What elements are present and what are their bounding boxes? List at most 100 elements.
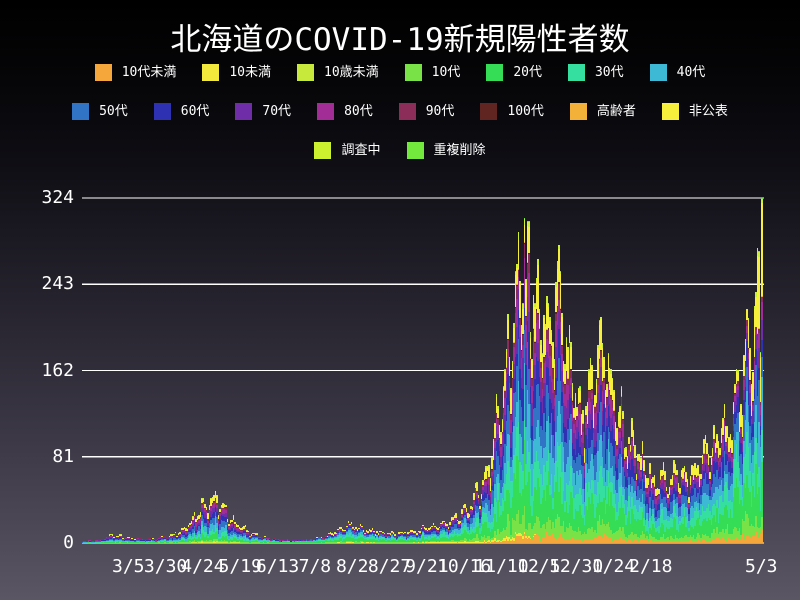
bar-stack: [358, 528, 360, 543]
bar-stack: [594, 395, 596, 543]
legend-item: 60代: [153, 103, 209, 120]
bar-stack: [681, 470, 682, 543]
bar-stack: [582, 410, 584, 543]
bar-stack: [737, 370, 739, 543]
legend-item-label: 10未満: [229, 65, 272, 80]
bar-stack: [331, 533, 333, 543]
bar-stack: [187, 529, 188, 543]
bar-stack: [534, 303, 536, 543]
bar-stack: [290, 541, 291, 543]
bar-stack: [490, 478, 491, 543]
bar-stack: [98, 539, 100, 543]
bar-stack: [670, 479, 672, 543]
bar-stack: [708, 454, 709, 543]
bar-stack: [563, 361, 564, 543]
bar-stack: [512, 361, 513, 543]
bar-stack: [469, 514, 470, 543]
bar-stack: [443, 521, 445, 543]
bar-stack: [384, 533, 385, 543]
bar-stack: [661, 470, 663, 543]
bar-stack: [115, 536, 116, 543]
bar-stack: [106, 537, 107, 543]
legend-swatch-icon: [567, 64, 585, 81]
bar-stack: [752, 372, 754, 543]
bar-stack: [128, 537, 130, 543]
bar-stack: [731, 440, 733, 543]
bar-stack: [721, 428, 722, 543]
bar-stack: [591, 365, 593, 543]
legend-swatch-icon: [486, 64, 504, 81]
bar-stack: [388, 533, 390, 543]
legend-row: 50代 60代 70代 80代 90代 100代 高齢者 非公表: [72, 103, 728, 120]
bar-stack: [379, 531, 381, 543]
bar-stack: [464, 504, 466, 543]
bar-stack: [615, 422, 616, 543]
bar-stack: [618, 412, 619, 543]
bar-stack: [699, 474, 700, 543]
bar-stack: [391, 531, 393, 543]
bar-stack: [191, 521, 192, 543]
bar-stack: [82, 542, 83, 543]
bar-stack: [225, 505, 227, 543]
legend-row: 10代未満 10未満 10歳未満 10代 20代 30代 40代: [94, 64, 706, 81]
bar-stack: [273, 538, 275, 543]
bar-stack: [404, 532, 406, 543]
bar-stack: [606, 384, 608, 543]
bar-stack: [266, 538, 267, 543]
bar-stack: [206, 507, 207, 543]
bar-stack: [649, 463, 651, 543]
legend-swatch-icon: [480, 103, 498, 120]
bar-stack: [237, 525, 239, 543]
bar-stack: [297, 540, 298, 543]
bar-stack: [182, 528, 184, 543]
bar-stack: [734, 384, 736, 543]
bar-stack: [258, 537, 260, 543]
bar-stack: [287, 539, 288, 543]
bar-stack: [728, 437, 730, 543]
bar-stack: [543, 315, 545, 543]
bar-stack: [507, 314, 509, 543]
bar-stack: [513, 323, 515, 543]
bar-stack: [163, 536, 164, 543]
bar-stack: [463, 505, 464, 543]
bar-stack: [109, 534, 110, 543]
bar-stack: [363, 530, 364, 543]
bar-stack: [667, 494, 669, 543]
bar-stack: [510, 388, 512, 543]
x-tick-label: 10/16: [437, 556, 492, 577]
bar-stack: [502, 419, 503, 543]
bar-stack: [375, 534, 376, 543]
bar-stack: [245, 525, 246, 543]
bar-stack: [619, 406, 621, 543]
bar-stack: [412, 530, 413, 543]
bar-stack: [424, 527, 425, 543]
bar-stack: [531, 359, 533, 543]
bar-stack: [608, 353, 609, 543]
bar-stack: [86, 541, 88, 543]
bar-stack: [92, 541, 94, 543]
bar-stack: [757, 248, 758, 543]
bar-stack: [679, 488, 681, 543]
bar-stack: [575, 393, 576, 543]
bar-stack: [324, 538, 325, 543]
bar-stack: [467, 513, 469, 543]
bar-stack: [248, 531, 249, 543]
bar-stack: [301, 540, 303, 543]
bar-stack: [188, 525, 189, 543]
legend-item-label: 40代: [676, 65, 706, 80]
legend-item-label: 10歳未満: [324, 65, 379, 80]
bar-stack: [727, 426, 728, 543]
bar-stack: [243, 526, 245, 543]
bar-stack: [631, 418, 633, 543]
legend-item: 40代: [649, 64, 706, 81]
bar-stack: [267, 538, 269, 543]
bar-stack: [573, 408, 575, 543]
bar-stack: [318, 537, 319, 543]
bar-stack: [515, 271, 516, 543]
bar-stack: [522, 303, 524, 543]
bar-stack: [457, 520, 458, 543]
bar-stack: [91, 541, 92, 543]
bar-stack: [636, 474, 637, 543]
bar-stack: [113, 537, 115, 543]
bar-stack: [97, 540, 98, 543]
